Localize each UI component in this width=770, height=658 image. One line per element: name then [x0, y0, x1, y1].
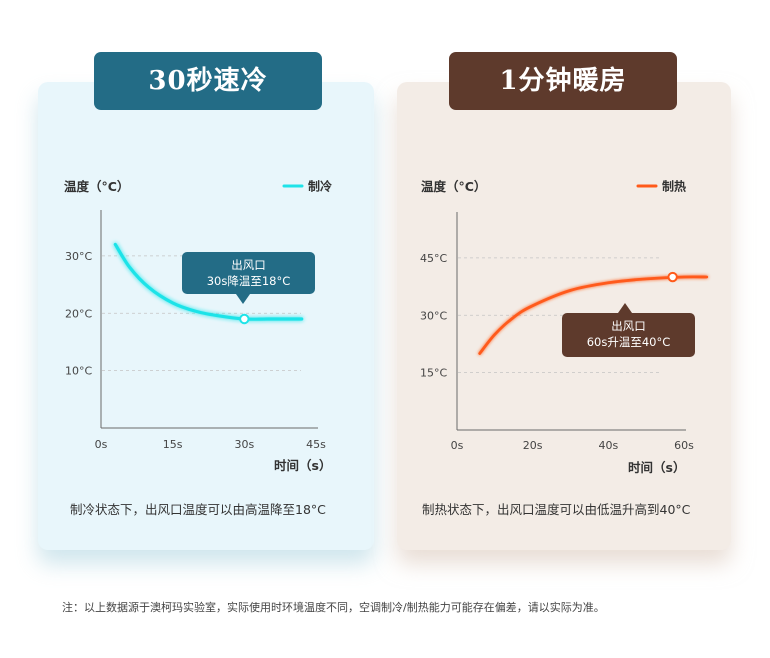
cooling-panel	[38, 82, 374, 550]
y-tick-label: 20°C	[65, 307, 92, 320]
y-tick-label: 45°C	[420, 252, 447, 265]
series-marker	[239, 313, 250, 325]
legend-label: 制冷	[308, 179, 332, 194]
callout-title: 出风口	[611, 319, 646, 333]
x-tick-label: 30s	[234, 438, 254, 451]
y-axis-label: 温度（°C）	[64, 179, 129, 194]
x-tick-label: 45s	[306, 438, 326, 451]
y-tick-label: 10°C	[65, 365, 92, 378]
cooling-banner: 30秒速冷	[94, 52, 322, 110]
x-tick-label: 0s	[451, 439, 464, 452]
y-tick-label: 30°C	[65, 250, 92, 263]
heating-caption: 制热状态下，出风口温度可以由低温升高到40°C	[422, 502, 691, 517]
x-tick-label: 60s	[674, 439, 694, 452]
x-tick-label: 0s	[95, 438, 108, 451]
callout-box	[182, 252, 315, 294]
x-axis-label: 时间（s）	[628, 460, 685, 475]
x-tick-label: 20s	[523, 439, 543, 452]
series-marker	[667, 271, 678, 283]
callout-title: 出风口	[231, 258, 266, 272]
heating-banner: 1分钟暖房	[449, 52, 677, 110]
cooling-caption: 制冷状态下，出风口温度可以由高温降至18°C	[70, 502, 326, 517]
legend-label: 制热	[662, 179, 686, 194]
x-tick-label: 40s	[598, 439, 618, 452]
footnote: 注：以上数据源于澳柯玛实验室，实际使用时环境温度不同，空调制冷/制热能力可能存在…	[62, 601, 605, 614]
callout-text: 60s升温至40°C	[587, 335, 671, 349]
callout-pointer	[618, 303, 632, 313]
y-tick-label: 15°C	[420, 367, 447, 380]
y-tick-label: 30°C	[420, 309, 447, 322]
callout-pointer	[236, 294, 250, 304]
callout-text: 30s降温至18°C	[207, 274, 291, 288]
y-axis-label: 温度（°C）	[421, 179, 486, 194]
callout-box	[562, 313, 695, 357]
x-axis-label: 时间（s）	[274, 458, 331, 473]
series-line	[113, 242, 304, 321]
x-tick-label: 15s	[163, 438, 183, 451]
